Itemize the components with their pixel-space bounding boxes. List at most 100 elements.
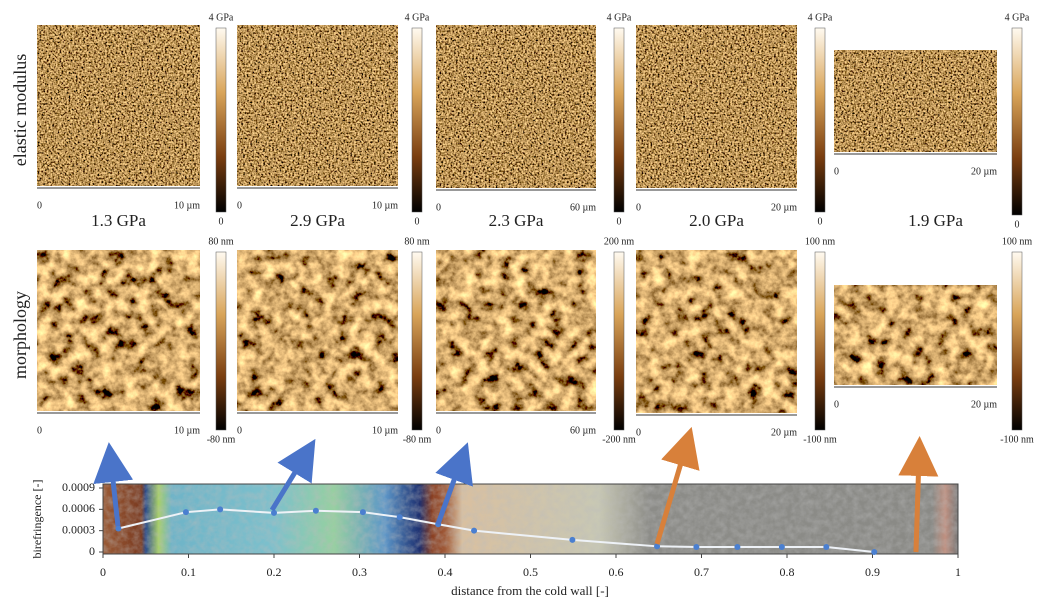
colorbar-max: 80 nm bbox=[404, 236, 430, 247]
colorbar bbox=[815, 252, 825, 430]
afm-image bbox=[636, 25, 797, 188]
colorbar-max: 4 GPa bbox=[808, 12, 833, 23]
colorbar bbox=[412, 28, 422, 212]
colorbar-max: 80 nm bbox=[208, 236, 234, 247]
x-tick-label: 0.1 bbox=[181, 565, 196, 579]
y-axis-label: birefringence [-] bbox=[30, 480, 44, 559]
x-tick-label: 0.7 bbox=[694, 565, 709, 579]
strip-texture bbox=[103, 484, 958, 554]
y-tick-label: 0 bbox=[89, 544, 95, 558]
afm-image bbox=[37, 250, 200, 411]
data-point bbox=[779, 544, 785, 550]
data-point bbox=[397, 514, 403, 520]
axis-start: 0 bbox=[636, 202, 641, 213]
afm-image bbox=[37, 25, 200, 186]
row-label: elastic modulus bbox=[10, 54, 30, 166]
data-point bbox=[360, 509, 366, 515]
figure: elastic modulus morphology 0 0.1 0.2 0.3 0.4… bbox=[0, 0, 1057, 603]
colorbar bbox=[614, 252, 624, 430]
y-tick-label: 0.0006 bbox=[62, 501, 95, 515]
colorbar bbox=[216, 28, 226, 212]
x-tick-label: 0.5 bbox=[523, 565, 538, 579]
colorbar-max: 4 GPa bbox=[1005, 12, 1030, 23]
panel-value: 1.9 GPa bbox=[908, 211, 963, 230]
y-tick-label: 0.0003 bbox=[62, 522, 95, 536]
data-point bbox=[823, 544, 829, 550]
data-point bbox=[569, 537, 575, 543]
colorbar bbox=[815, 28, 825, 212]
colorbar-min: -80 nm bbox=[207, 434, 236, 445]
colorbar-min: 0 bbox=[617, 216, 622, 227]
data-point bbox=[734, 544, 740, 550]
axis-start: 0 bbox=[37, 200, 42, 211]
colorbar-max: 100 nm bbox=[1002, 236, 1033, 247]
axis-end: 20 µm bbox=[771, 202, 797, 213]
axis-end: 60 µm bbox=[570, 202, 596, 213]
x-tick-label: 0.3 bbox=[352, 565, 367, 579]
x-axis-label: distance from the cold wall [-] bbox=[451, 583, 609, 598]
colorbar-min: -100 nm bbox=[1000, 434, 1034, 445]
afm-image bbox=[636, 250, 797, 413]
panel-value: 2.0 GPa bbox=[689, 211, 744, 230]
axis-end: 10 µm bbox=[372, 425, 398, 436]
axis-end: 60 µm bbox=[570, 425, 596, 436]
axis-start: 0 bbox=[834, 166, 839, 177]
afm-image bbox=[436, 250, 596, 411]
x-tick-label: 0.2 bbox=[267, 565, 282, 579]
x-tick-label: 0.8 bbox=[780, 565, 795, 579]
colorbar-max: 100 nm bbox=[805, 236, 836, 247]
axis-end: 10 µm bbox=[174, 425, 200, 436]
axis-start: 0 bbox=[436, 425, 441, 436]
axis-end: 20 µm bbox=[971, 166, 997, 177]
panel-value: 2.3 GPa bbox=[489, 211, 544, 230]
colorbar-min: 0 bbox=[219, 216, 224, 227]
data-point bbox=[693, 544, 699, 550]
axis-start: 0 bbox=[237, 425, 242, 436]
afm-image bbox=[834, 50, 997, 152]
row-label: morphology bbox=[10, 291, 30, 379]
axis-start: 0 bbox=[237, 200, 242, 211]
x-tick-label: 0.9 bbox=[865, 565, 880, 579]
axis-end: 10 µm bbox=[372, 200, 398, 211]
axis-start: 0 bbox=[636, 427, 641, 438]
colorbar-max: 4 GPa bbox=[405, 12, 430, 23]
colorbar bbox=[1012, 28, 1022, 215]
data-point bbox=[217, 506, 223, 512]
data-point bbox=[871, 549, 877, 555]
colorbar-min: 0 bbox=[415, 216, 420, 227]
axis-end: 20 µm bbox=[771, 427, 797, 438]
y-tick-label: 0.0009 bbox=[62, 480, 95, 494]
colorbar-min: -200 nm bbox=[602, 434, 636, 445]
colorbar bbox=[614, 28, 624, 212]
afm-image bbox=[834, 285, 997, 385]
afm-image bbox=[237, 25, 398, 186]
colorbar bbox=[1012, 252, 1022, 430]
colorbar-min: -100 nm bbox=[803, 434, 837, 445]
afm-image bbox=[237, 250, 398, 411]
axis-end: 20 µm bbox=[971, 399, 997, 410]
axis-start: 0 bbox=[37, 425, 42, 436]
colorbar-max: 4 GPa bbox=[209, 12, 234, 23]
colorbar bbox=[412, 252, 422, 430]
data-point bbox=[471, 528, 477, 534]
panel-value: 1.3 GPa bbox=[91, 211, 146, 230]
data-point bbox=[313, 508, 319, 514]
axis-start: 0 bbox=[436, 202, 441, 213]
panel-value: 2.9 GPa bbox=[290, 211, 345, 230]
x-tick-label: 1 bbox=[955, 565, 961, 579]
data-point bbox=[183, 509, 189, 515]
x-tick-label: 0.6 bbox=[609, 565, 624, 579]
colorbar bbox=[216, 252, 226, 430]
colorbar-min: -80 nm bbox=[403, 434, 432, 445]
axis-start: 0 bbox=[834, 399, 839, 410]
afm-image bbox=[436, 25, 596, 188]
colorbar-min: 0 bbox=[1015, 219, 1020, 230]
colorbar-max: 4 GPa bbox=[607, 12, 632, 23]
x-tick-label: 0.4 bbox=[438, 565, 453, 579]
colorbar-max: 200 nm bbox=[604, 236, 635, 247]
x-tick-label: 0 bbox=[100, 565, 106, 579]
arrow bbox=[916, 456, 919, 552]
data-point bbox=[115, 526, 121, 532]
colorbar-min: 0 bbox=[818, 216, 823, 227]
axis-end: 10 µm bbox=[174, 200, 200, 211]
